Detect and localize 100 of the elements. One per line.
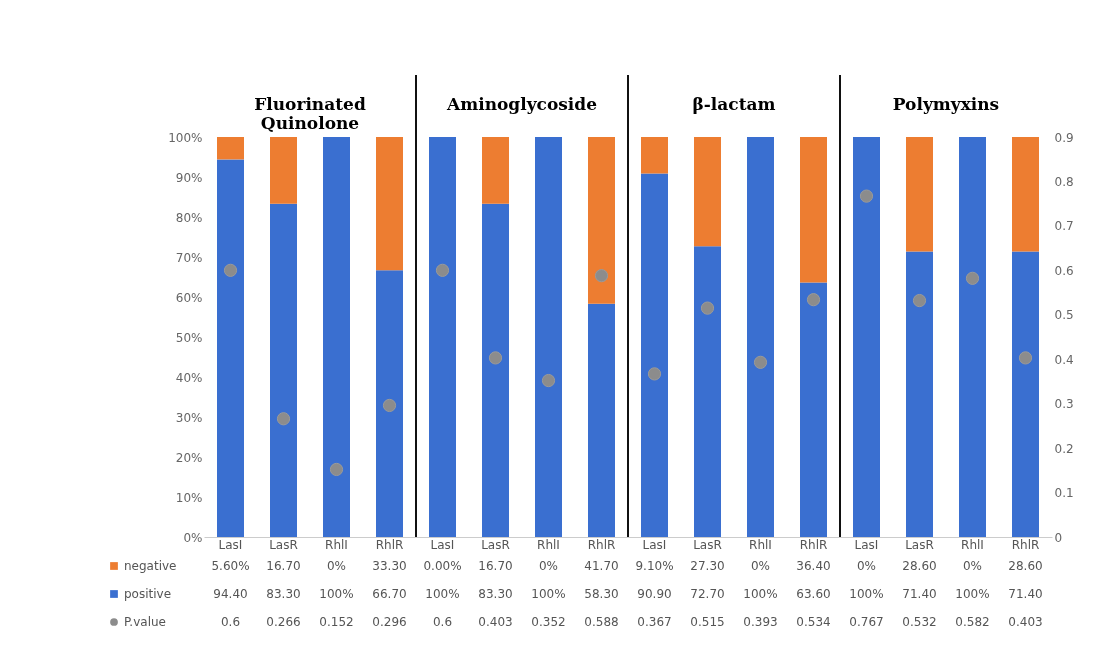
x-tick-label: LasR [481, 537, 510, 552]
data-label: 83.30 [478, 587, 513, 601]
y2-tick-label: 0.8 [1054, 174, 1074, 189]
bar [959, 137, 986, 537]
data-label: 58.30 [584, 587, 619, 601]
bar [588, 303, 615, 537]
y2-tick-label: 0.3 [1054, 397, 1074, 412]
bar [641, 137, 668, 174]
y2-tick-label: 0.9 [1054, 130, 1074, 145]
point [965, 271, 980, 285]
data-label: 100% [531, 587, 566, 601]
y2-tick-label: 0.4 [1054, 352, 1074, 367]
y-tick-label: 70% [175, 250, 203, 265]
data-label: 0.767 [849, 615, 884, 629]
bar [906, 251, 933, 537]
data-label: 0.403 [478, 615, 513, 629]
data-label: 100% [955, 587, 990, 601]
data-label: 72.70 [690, 587, 725, 601]
y-tick-label: 0% [183, 530, 203, 545]
bar [482, 203, 509, 537]
data-label: 0.296 [372, 615, 407, 629]
bar [376, 270, 403, 537]
bar [1012, 137, 1039, 252]
y-tick-label: 40% [175, 370, 203, 385]
y2-tick-label: 0.7 [1054, 219, 1074, 234]
data-label: 71.40 [902, 587, 937, 601]
y2-tick-label: 0.1 [1054, 486, 1074, 501]
x-tick-label: RhlI [961, 537, 984, 552]
y2-tick-label: 0 [1054, 530, 1063, 545]
text: β-lactam [692, 94, 776, 114]
data-label: 66.70 [372, 587, 407, 601]
y-tick-label: 10% [175, 490, 203, 505]
point [806, 293, 821, 307]
text: Fluorinated Quinolone [254, 94, 366, 133]
data-label: 0% [856, 559, 877, 573]
point [488, 351, 503, 365]
data-label: 16.70 [266, 559, 301, 573]
data-label: 28.60 [1008, 559, 1043, 573]
data-label: 0.534 [796, 615, 831, 629]
data-label: 0.403 [1008, 615, 1043, 629]
data-label: 94.40 [213, 587, 248, 601]
data-label: 16.70 [478, 559, 513, 573]
data-label: 28.60 [902, 559, 937, 573]
y-tick-label: 60% [175, 290, 203, 305]
data-label: 0.266 [266, 615, 301, 629]
data-label: 63.60 [796, 587, 831, 601]
data-label: 0% [962, 559, 983, 573]
x-tick-label: RhlI [325, 537, 348, 552]
data-label: 0.367 [637, 615, 672, 629]
bar [323, 137, 350, 537]
data-label: 9.10% [635, 559, 674, 573]
bar [217, 137, 244, 160]
y2-tick-label: 0.6 [1054, 263, 1074, 278]
data-label: 0.515 [690, 615, 725, 629]
data-label: 0.6 [432, 615, 453, 629]
y2-tick-label: 0.5 [1054, 308, 1074, 323]
x-tick-label: LasR [693, 537, 722, 552]
y-tick-label: 90% [175, 170, 203, 185]
data-label: 0.532 [902, 615, 937, 629]
x-tick-label: RhlI [749, 537, 772, 552]
data-label: 100% [319, 587, 354, 601]
bar [747, 137, 774, 537]
bar [641, 173, 668, 537]
bar [217, 159, 244, 537]
x-tick-label: LasI [430, 537, 455, 552]
data-label: 83.30 [266, 587, 301, 601]
legend-label: positive [124, 587, 172, 601]
data-label: 0% [538, 559, 559, 573]
point [435, 263, 450, 277]
y-tick-label: 20% [175, 450, 203, 465]
data-label: 0% [750, 559, 771, 573]
data-label: 100% [743, 587, 778, 601]
y-tick-label: 50% [175, 330, 203, 345]
x-tick-label: LasI [642, 537, 667, 552]
data-label: 0.00% [423, 559, 462, 573]
y2-tick-label: 0.2 [1054, 441, 1074, 456]
data-label: 100% [849, 587, 884, 601]
point [912, 293, 927, 308]
legend-label: P.value [124, 615, 166, 629]
point [700, 301, 715, 315]
x-tick-label: LasR [905, 537, 934, 552]
text: Aminoglycoside [446, 94, 598, 114]
data-label: 100% [425, 587, 460, 601]
point [329, 462, 344, 477]
bar [853, 137, 880, 537]
point [223, 263, 238, 277]
data-label: 71.40 [1008, 587, 1043, 601]
point [594, 269, 609, 283]
bar [800, 137, 827, 283]
bar [270, 137, 297, 204]
bar [906, 137, 933, 252]
text: Polymyxins [892, 94, 1000, 114]
data-label: 41.70 [584, 559, 619, 573]
x-tick-label: RhlR [799, 537, 828, 552]
bar [535, 137, 562, 537]
data-label: 5.60% [211, 559, 250, 573]
y-tick-label: 100% [168, 130, 203, 145]
bar [694, 137, 721, 247]
x-tick-label: LasI [854, 537, 879, 552]
data-label: 27.30 [690, 559, 725, 573]
